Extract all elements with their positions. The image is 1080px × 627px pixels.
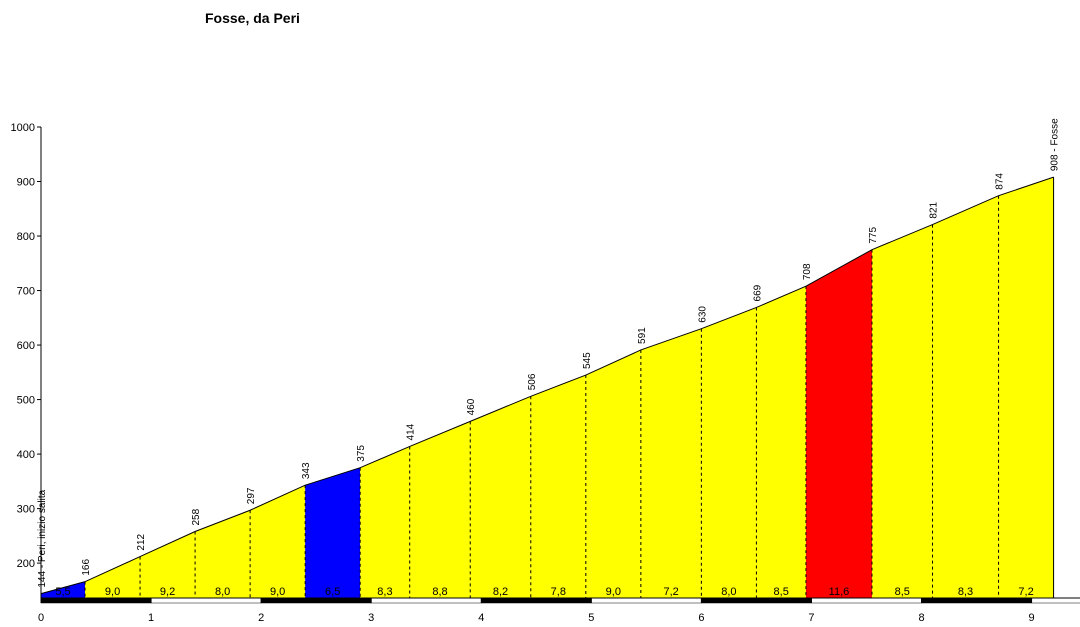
y-tick-label: 1000 [11, 122, 35, 134]
gradient-segment [85, 556, 141, 598]
gradient-segment [360, 446, 410, 598]
elevation-label: 460 [466, 398, 477, 415]
gradient-segment [756, 286, 806, 598]
gradient-label: 8,8 [432, 586, 447, 598]
km-band [370, 597, 482, 604]
elevation-label: 775 [868, 227, 879, 244]
x-tick-label: 3 [368, 612, 374, 624]
x-tick-label: 6 [698, 612, 704, 624]
gradient-label: 8,0 [215, 586, 230, 598]
y-tick-label: 700 [17, 286, 35, 298]
gradient-label: 7,8 [551, 586, 566, 598]
y-tick-label: 800 [17, 231, 35, 243]
y-tick-label: 400 [17, 449, 35, 461]
gradient-label: 6,5 [325, 586, 340, 598]
gradient-label: 7,2 [663, 586, 678, 598]
gradient-label: 9,2 [160, 586, 175, 598]
km-band [40, 597, 152, 604]
elevation-label: 908 - Fosse [1050, 118, 1061, 171]
x-tick-label: 5 [588, 612, 594, 624]
km-band [701, 597, 812, 604]
km-band [1031, 597, 1080, 604]
gradient-segment [640, 328, 702, 598]
gradient-label: 7,2 [1018, 586, 1033, 598]
x-tick-label: 0 [38, 612, 44, 624]
elevation-label: 874 [995, 173, 1006, 190]
gradient-label: 8,5 [774, 586, 789, 598]
elevation-label: 545 [582, 352, 593, 369]
elevation-label: 212 [136, 533, 147, 550]
elevation-label: 669 [752, 284, 763, 301]
km-band [150, 597, 262, 604]
km-band [811, 597, 922, 604]
elevation-label: 414 [406, 423, 417, 440]
elevation-label: 630 [697, 306, 708, 323]
gradient-segment [871, 224, 933, 598]
elevation-label: 343 [301, 462, 312, 479]
x-tick-label: 7 [808, 612, 814, 624]
gradient-segment [805, 249, 872, 598]
elevation-label: 144 - Peri, inizio salita [37, 489, 48, 587]
elevation-label: 258 [191, 508, 202, 525]
gradient-label: 5,5 [55, 586, 70, 598]
gradient-segment [530, 375, 586, 598]
gradient-label: 8,0 [721, 586, 736, 598]
x-tick-label: 4 [478, 612, 484, 624]
elevation-label: 166 [81, 559, 92, 576]
gradient-segment [409, 421, 471, 598]
gradient-label: 8,3 [958, 586, 973, 598]
elevation-label: 708 [802, 263, 813, 280]
y-tick-label: 900 [17, 177, 35, 189]
gradient-label: 9,0 [105, 586, 120, 598]
gradient-segment [305, 467, 361, 598]
elevation-label: 506 [527, 373, 538, 390]
y-tick-label: 200 [17, 558, 35, 570]
gradient-segment [585, 349, 641, 598]
x-tick-label: 9 [1029, 612, 1035, 624]
km-band [921, 597, 1032, 604]
elevation-label: 591 [637, 327, 648, 344]
gradient-segment [932, 195, 999, 598]
km-band [260, 597, 372, 604]
gradient-segment [41, 581, 86, 598]
gradient-segment [195, 510, 251, 598]
profile-line [40, 176, 1054, 595]
gradient-label: 11,6 [829, 586, 850, 598]
gradient-label: 9,0 [270, 586, 285, 598]
elevation-label: 297 [246, 487, 257, 504]
km-band [481, 597, 592, 604]
elevation-label: 821 [929, 201, 940, 218]
gradient-segment [140, 531, 196, 598]
y-tick-label: 600 [17, 340, 35, 352]
gradient-segment [470, 396, 531, 598]
gradient-segment [998, 177, 1054, 598]
y-tick-label: 500 [17, 395, 35, 407]
x-tick-label: 2 [258, 612, 264, 624]
km-band [591, 597, 702, 604]
gradient-label: 8,5 [895, 586, 910, 598]
chart-title: Fosse, da Peri [205, 10, 300, 26]
elevation-label: 375 [356, 445, 367, 462]
x-tick-label: 1 [148, 612, 154, 624]
y-tick-label: 300 [17, 504, 35, 516]
gradient-label: 9,0 [606, 586, 621, 598]
gradient-segment [701, 307, 757, 598]
gradient-segment [250, 485, 306, 598]
x-tick-label: 8 [918, 612, 924, 624]
gradient-label: 8,2 [493, 586, 508, 598]
gradient-label: 8,3 [377, 586, 392, 598]
